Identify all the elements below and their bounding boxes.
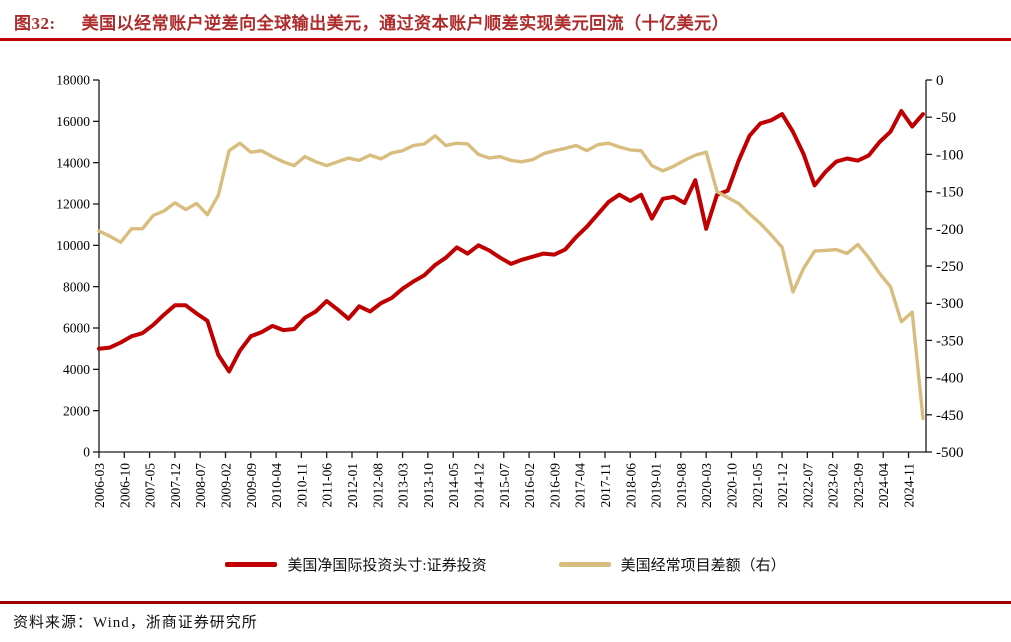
x-axis-tick-label: 2015-07	[497, 463, 512, 508]
x-axis-tick-label: 2010-11	[294, 463, 309, 508]
legend-swatch-tan-line	[558, 561, 611, 567]
x-axis-tick-label: 2014-12	[471, 463, 486, 508]
legend-item-current-account: 美国经常项目差额（右）	[558, 554, 786, 575]
right-axis-tick-label: -450	[936, 408, 964, 424]
figure-title-text: 美国以经常账户逆差向全球输出美元，通过资本账户顺差实现美元回流（十亿美元）	[81, 14, 730, 33]
x-axis-tick-label: 2020-03	[699, 463, 714, 508]
right-axis-tick-label: -300	[936, 296, 964, 312]
x-axis-tick-label: 2013-10	[421, 463, 436, 508]
legend-label-current-account: 美国经常项目差额（右）	[620, 557, 786, 574]
figure-number: 图32:	[14, 14, 56, 33]
left-axis-tick-label: 0	[83, 445, 90, 460]
x-axis-tick-label: 2023-02	[826, 463, 841, 508]
dual-axis-line-chart: 0 2000 4000 6000 8000 10000 12000 14000 16000 180…	[56, 73, 964, 508]
x-axis-tick-label: 2016-09	[547, 463, 562, 508]
x-axis-tick-label: 2014-05	[446, 463, 461, 508]
left-axis-tick-label: 2000	[63, 403, 90, 418]
right-axis-tick-label: -350	[936, 333, 964, 349]
right-axis-tick-label: -500	[936, 445, 964, 461]
x-axis-tick-label: 2022-07	[800, 463, 815, 508]
x-axis-tick-label: 2024-04	[876, 463, 891, 508]
left-axis-tick-label: 4000	[63, 362, 90, 377]
data-source: 资料来源：Wind，浙商证券研究所	[13, 611, 258, 632]
right-axis-tick-label: -100	[936, 147, 964, 163]
x-axis-tick-label: 2016-02	[522, 463, 537, 508]
legend-item-niip: 美国净国际投资头寸:证券投资	[225, 554, 487, 575]
left-axis-tick-label: 8000	[63, 279, 90, 294]
figure-title: 图32: 美国以经常账户逆差向全球输出美元，通过资本账户顺差实现美元回流（十亿美元…	[14, 9, 1001, 34]
x-axis-tick-label: 2020-10	[724, 463, 739, 508]
left-axis-tick-label: 18000	[56, 73, 90, 88]
x-axis-tick-label: 2008-07	[193, 463, 208, 508]
x-axis-tick-label: 2012-08	[370, 463, 385, 508]
left-axis-tick-label: 16000	[56, 114, 90, 129]
x-axis-tick-label: 2013-03	[396, 463, 411, 508]
x-axis-tick-label: 2021-05	[750, 463, 765, 508]
x-axis-tick-label: 2006-10	[117, 463, 132, 508]
series-line-1	[97, 134, 925, 421]
source-text: Wind，浙商证券研究所	[93, 615, 258, 631]
series-line-0	[97, 109, 925, 374]
title-divider-rule	[0, 38, 1011, 41]
x-axis-tick-label: 2023-09	[851, 463, 866, 508]
x-axis-tick-label: 2009-09	[244, 463, 259, 508]
right-axis-tick-label: -150	[936, 185, 964, 201]
left-axis-tick-label: 10000	[56, 238, 90, 253]
x-axis-tick-label: 2017-04	[573, 463, 588, 508]
x-axis-tick-label: 2007-12	[168, 463, 183, 508]
left-axis-tick-label: 12000	[56, 197, 90, 212]
right-axis-tick-label: -200	[936, 222, 964, 238]
x-axis-tick-label: 2010-04	[269, 463, 284, 508]
legend-label-niip: 美国净国际投资头寸:证券投资	[287, 557, 487, 574]
x-axis-tick-label: 2019-01	[649, 463, 664, 508]
right-axis-tick-label: 0	[936, 73, 944, 89]
chart-legend: 美国净国际投资头寸:证券投资 美国经常项目差额（右）	[0, 549, 1011, 579]
x-axis-tick-label: 2021-12	[775, 463, 790, 508]
left-axis-tick-label: 14000	[56, 155, 90, 170]
x-axis-tick-label: 2007-05	[143, 463, 158, 508]
x-axis-tick-label: 2009-02	[218, 463, 233, 508]
source-label: 资料来源：	[13, 615, 94, 631]
right-axis-tick-label: -400	[936, 371, 964, 387]
x-axis-tick-label: 2024-11	[902, 463, 917, 508]
x-axis-tick-label: 2017-11	[598, 463, 613, 508]
x-axis-tick-label: 2019-08	[674, 463, 689, 508]
left-axis-tick-label: 6000	[63, 321, 90, 336]
legend-swatch-red-line	[225, 561, 278, 567]
x-axis-tick-label: 2018-06	[623, 463, 638, 508]
x-axis-tick-label: 2006-03	[92, 463, 107, 508]
x-axis-tick-label: 2011-06	[320, 463, 335, 508]
right-axis-tick-label: -250	[936, 259, 964, 275]
footer-divider-rule	[0, 601, 1011, 604]
right-axis-tick-label: -50	[936, 110, 956, 126]
x-axis-tick-label: 2012-01	[345, 463, 360, 508]
